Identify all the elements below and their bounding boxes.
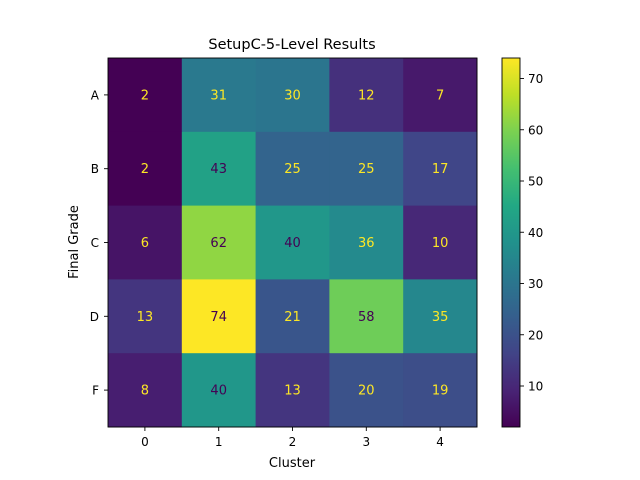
y-tick-label: D [90,310,99,324]
cell-value-label: 2 [141,88,149,103]
x-tick-label: 0 [141,435,149,449]
heatmap-cell [181,205,257,280]
cell-value-label: 36 [358,236,375,251]
heatmap-cell [108,279,183,354]
chart-title: SetupC-5-Level Results [208,37,375,53]
cell-value-label: 40 [210,384,227,399]
cell-value-label: 62 [210,236,227,251]
heatmap-cell [403,279,478,354]
x-tick-label: 4 [436,435,444,449]
cell-value-label: 17 [432,162,449,177]
colorbar-tick-label: 20 [528,328,543,342]
heatmap-cell [181,58,257,133]
cell-value-label: 58 [358,310,375,325]
heatmap-cell [255,131,330,207]
heatmap-cell [181,353,257,428]
cell-value-label: 25 [358,162,375,177]
heatmap-cell [181,131,257,207]
heatmap-cell [329,205,404,280]
cell-value-label: 12 [358,88,375,103]
heatmap-cell [329,279,404,354]
cell-value-label: 6 [141,236,149,251]
y-tick-label: B [91,162,99,176]
heatmap-cell [329,131,404,207]
heatmap-cell [255,279,330,354]
heatmap-cell [329,58,404,133]
cell-value-label: 7 [436,88,444,103]
cell-value-label: 35 [432,310,449,325]
cell-value-label: 19 [432,384,449,399]
colorbar-tick-label: 40 [528,226,543,240]
heatmap-cell [255,353,330,428]
cell-value-label: 25 [284,162,301,177]
heatmap-cell [181,279,257,354]
y-tick-label: A [91,88,100,102]
cell-value-label: 20 [358,384,375,399]
heatmap-cells [108,58,478,428]
heatmap-cell [403,205,478,280]
cell-annotations: 2 31 30 12 7 2 43 25 25 17 6 62 40 36 10 13 74 21 58 35 8 40 1… [137,88,449,398]
x-axis-ticks: 0 1 2 3 4 [141,427,444,449]
heatmap-cell [108,131,183,207]
cell-value-label: 40 [284,236,301,251]
cell-value-label: 43 [210,162,227,177]
cell-value-label: 13 [137,310,154,325]
y-axis-label: Final Grade [67,205,82,279]
heatmap-cell [108,58,183,133]
cell-value-label: 8 [141,384,149,399]
y-axis-ticks: A B C D F [90,88,108,398]
x-axis-label: Cluster [269,456,316,471]
colorbar [501,57,521,428]
heatmap-cell [108,353,183,428]
cell-value-label: 30 [284,88,301,103]
colorbar-tick-label: 70 [528,72,543,86]
colorbar-tick-label: 50 [528,175,543,189]
cell-value-label: 10 [432,236,449,251]
x-tick-label: 1 [215,435,223,449]
cell-value-label: 31 [210,88,227,103]
y-tick-label: C [91,236,99,250]
heatmap-cell [403,131,478,207]
heatmap-cell [403,58,478,133]
cell-value-label: 74 [210,310,227,325]
cell-value-label: 21 [284,310,301,325]
heatmap-cell [108,205,183,280]
y-tick-label: F [92,384,99,398]
colorbar-tick-label: 10 [528,380,543,394]
heatmap-cell [255,205,330,280]
heatmap-cell [403,353,478,428]
cell-value-label: 13 [284,384,301,399]
colorbar-tick-label: 60 [528,123,543,137]
x-tick-label: 2 [289,435,297,449]
colorbar-tick-label: 30 [528,277,543,291]
heatmap-cell [255,58,330,133]
cell-value-label: 2 [141,162,149,177]
heatmap-cell [329,353,404,428]
colorbar-ticks: 10 20 30 40 50 60 70 [520,72,543,394]
x-tick-label: 3 [362,435,370,449]
